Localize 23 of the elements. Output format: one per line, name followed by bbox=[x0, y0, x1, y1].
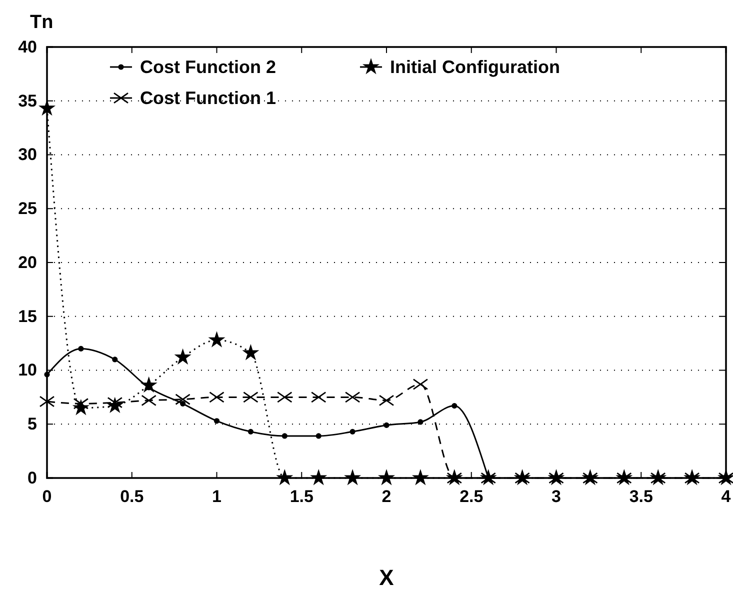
x-tick-label: 0.5 bbox=[120, 487, 144, 506]
legend-label: Cost Function 1 bbox=[140, 88, 276, 108]
x-tick-label: 1.5 bbox=[290, 487, 314, 506]
x-tick-label: 2 bbox=[382, 487, 392, 506]
x-tick-label: 2.5 bbox=[460, 487, 484, 506]
y-tick-label: 5 bbox=[28, 414, 37, 434]
y-tick-label: 30 bbox=[18, 145, 37, 164]
legend-label: Initial Configuration bbox=[390, 57, 560, 77]
y-tick-label: 40 bbox=[18, 37, 37, 56]
y-tick-label: 25 bbox=[18, 199, 37, 218]
y-axis-title: Tn bbox=[30, 12, 54, 33]
y-tick-label: 15 bbox=[18, 306, 37, 326]
y-tick-label: 10 bbox=[18, 360, 37, 380]
y-tick-label: 35 bbox=[18, 91, 37, 110]
y-tick-label: 0 bbox=[28, 468, 37, 488]
x-axis-title: X bbox=[379, 565, 394, 590]
x-tick-label: 4 bbox=[721, 487, 732, 506]
x-tick-label: 3 bbox=[552, 487, 561, 506]
legend-label: Cost Function 2 bbox=[140, 57, 276, 77]
x-tick-label: 0 bbox=[42, 487, 52, 506]
y-tick-label: 20 bbox=[18, 252, 37, 272]
x-tick-label: 3.5 bbox=[629, 487, 653, 506]
x-tick-label: 1 bbox=[212, 487, 222, 506]
